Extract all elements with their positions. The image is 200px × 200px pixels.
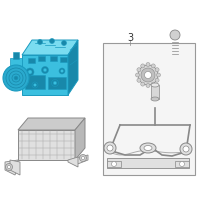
Circle shape [3, 65, 29, 91]
Circle shape [156, 73, 160, 77]
Polygon shape [18, 118, 85, 130]
Circle shape [151, 64, 155, 68]
Bar [107, 161, 121, 167]
Circle shape [183, 146, 189, 152]
Circle shape [137, 78, 141, 82]
Circle shape [32, 82, 38, 88]
Circle shape [112, 162, 116, 166]
Bar [151, 85, 159, 99]
Polygon shape [22, 40, 78, 55]
Text: 3: 3 [127, 33, 133, 43]
Bar [175, 161, 189, 167]
Bar [103, 43, 195, 175]
Bar [10, 58, 22, 66]
Circle shape [170, 30, 180, 40]
Polygon shape [75, 118, 85, 160]
Bar [25, 75, 45, 89]
Polygon shape [68, 157, 78, 167]
Circle shape [43, 68, 47, 72]
Circle shape [50, 38, 54, 44]
Bar [107, 158, 189, 168]
Circle shape [138, 65, 158, 85]
Circle shape [141, 64, 145, 68]
Circle shape [155, 78, 159, 82]
Polygon shape [10, 160, 20, 175]
Circle shape [141, 68, 155, 82]
Circle shape [151, 82, 155, 86]
Circle shape [38, 40, 42, 45]
Polygon shape [22, 55, 68, 95]
Bar [50, 56, 57, 61]
Circle shape [137, 68, 141, 72]
Circle shape [6, 164, 12, 170]
Circle shape [155, 68, 159, 72]
Polygon shape [18, 130, 75, 160]
Bar [48, 77, 66, 89]
Circle shape [80, 154, 86, 162]
Circle shape [146, 62, 150, 66]
Circle shape [180, 162, 184, 166]
Circle shape [52, 79, 58, 86]
Polygon shape [68, 40, 78, 95]
Bar [13, 52, 19, 59]
Circle shape [28, 70, 32, 74]
Polygon shape [5, 160, 18, 175]
Circle shape [8, 166, 10, 168]
Circle shape [53, 81, 57, 85]
Circle shape [42, 66, 48, 73]
Circle shape [136, 73, 140, 77]
Bar [28, 58, 35, 63]
Ellipse shape [144, 146, 152, 150]
Ellipse shape [140, 143, 156, 153]
Circle shape [180, 143, 192, 155]
Circle shape [34, 84, 36, 86]
Circle shape [141, 82, 145, 86]
Circle shape [107, 145, 113, 151]
Circle shape [59, 68, 65, 74]
Circle shape [82, 156, 84, 160]
Bar [60, 57, 67, 62]
Circle shape [60, 70, 64, 72]
Circle shape [146, 84, 150, 88]
Circle shape [62, 40, 66, 46]
Ellipse shape [151, 97, 159, 101]
Bar [38, 56, 45, 61]
Polygon shape [75, 155, 88, 165]
Circle shape [144, 72, 152, 78]
Circle shape [26, 68, 34, 76]
Circle shape [104, 142, 116, 154]
Ellipse shape [151, 83, 159, 87]
Circle shape [14, 76, 18, 80]
